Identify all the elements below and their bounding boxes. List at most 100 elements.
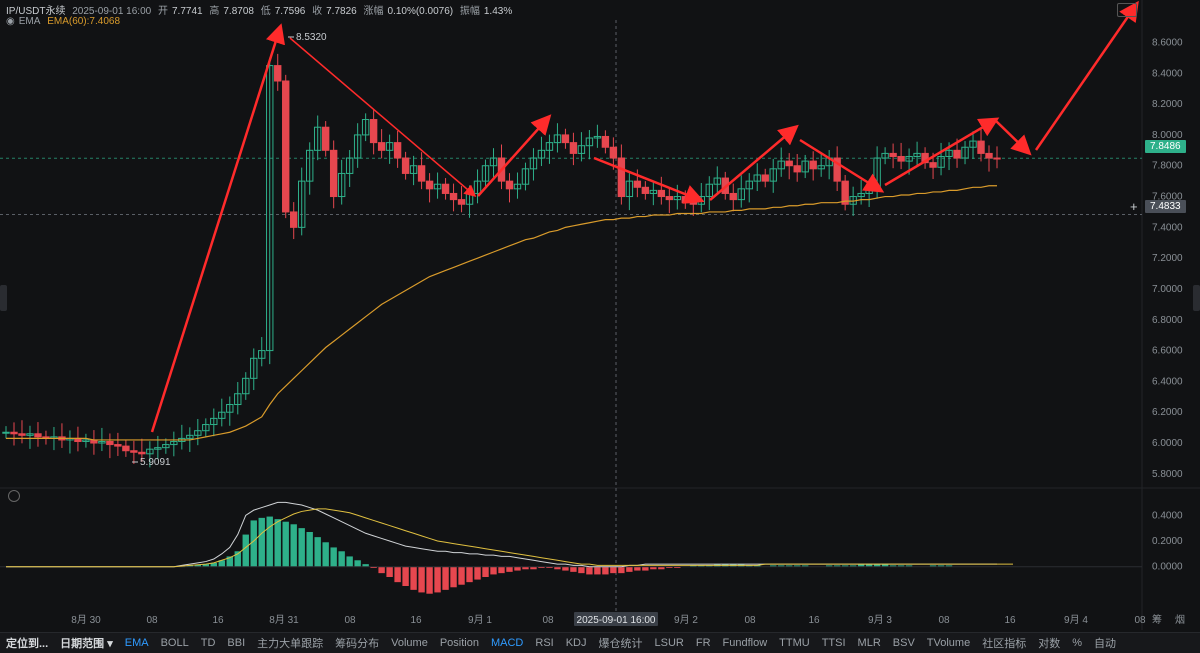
toolbar-item[interactable]: Fundflow	[722, 637, 768, 649]
candle-body	[417, 165, 426, 182]
macd-bar	[538, 566, 545, 568]
candle-body	[641, 186, 650, 194]
macd-bar	[674, 566, 681, 568]
candle-body	[673, 196, 682, 201]
candle-body	[106, 440, 114, 446]
candle-body	[961, 146, 969, 159]
macd-bar	[362, 564, 369, 567]
trend-arrow	[994, 119, 1032, 156]
candle-body	[601, 135, 610, 148]
toolbar-item[interactable]: Volume	[391, 637, 428, 649]
macd-bar	[426, 566, 433, 594]
y-tick-label: 8.2000	[1152, 99, 1183, 110]
candle-body	[793, 165, 801, 173]
candle-body	[146, 448, 154, 455]
macd-bar	[290, 524, 297, 567]
ema-line	[6, 185, 997, 441]
y-tick-label: 6.4000	[1152, 376, 1183, 387]
indicator-toolbar: 定位到... 日期范围 ▾ EMA BOLL TD BBI 主力大单跟踪 筹码分布 Volume…	[0, 632, 1200, 653]
toolbar-item[interactable]: TVolume	[926, 637, 971, 649]
left-collapse-icon[interactable]	[0, 285, 7, 311]
fullscreen-icon[interactable]	[1117, 3, 1137, 17]
macd-bar	[210, 562, 217, 567]
macd-bar	[794, 565, 801, 567]
toolbar-item[interactable]: 日期范围 ▾	[60, 638, 113, 650]
trend-arrow	[593, 156, 705, 204]
toolbar-item[interactable]: 对数	[1038, 638, 1061, 650]
toolbar-item[interactable]: FR	[695, 637, 711, 649]
candle-body	[905, 155, 913, 162]
trend-arrow	[884, 117, 1000, 187]
macd-bar	[546, 566, 553, 568]
toolbar-item[interactable]: 筹码分布	[335, 638, 380, 650]
candle-body	[130, 450, 138, 453]
toolbar-item[interactable]: BBI	[227, 637, 246, 649]
candle-body	[769, 168, 777, 182]
sub-settings-icon[interactable]	[8, 490, 20, 502]
candle-body	[114, 444, 122, 447]
trend-arrow	[799, 138, 885, 193]
toolbar-item[interactable]: 主力大单跟踪	[257, 638, 324, 650]
macd-bar	[402, 566, 409, 586]
chart-header: IP/USDT永续 2025-09-01 16:00 开 7.7741 高 7.87…	[6, 2, 516, 17]
toolbar-item[interactable]: EMA	[124, 637, 149, 649]
macd-bar	[754, 565, 761, 567]
right-collapse-icon[interactable]	[1193, 285, 1200, 311]
candle-body	[385, 142, 394, 151]
toolbar-item[interactable]: MLR	[857, 637, 881, 649]
candle-body	[889, 152, 897, 157]
toolbar-item[interactable]: MACD	[490, 637, 524, 649]
toolbar-item[interactable]: TD	[200, 637, 216, 649]
macd-bar	[865, 564, 873, 567]
toolbar-item[interactable]: TTSI	[821, 637, 846, 649]
toolbar-item[interactable]: 自动	[1094, 638, 1116, 650]
candle-body	[753, 174, 761, 182]
macd-bar	[889, 565, 897, 567]
toolbar-item[interactable]: LSUR	[654, 637, 684, 649]
candle-body	[274, 65, 282, 82]
eye-icon[interactable]: ◉	[6, 16, 15, 27]
toolbar-item[interactable]: RSI	[535, 637, 554, 649]
current-price-tag: 7.8486	[1145, 140, 1186, 153]
amplitude-value: 1.43%	[483, 6, 513, 17]
candle-body	[585, 137, 594, 147]
macd-bar	[442, 566, 449, 590]
macd-bar	[650, 566, 657, 570]
x-tick-label: 16	[212, 615, 224, 626]
y-tick-label: 7.4000	[1152, 222, 1183, 233]
macd-bar	[314, 537, 321, 567]
toolbar-item[interactable]: Position	[439, 637, 479, 649]
toolbar-item[interactable]: 社区指标	[982, 638, 1027, 650]
chart-area[interactable]: 8.6000 8.4000 8.2000 8.0000 7.8000 7.6000 7.40…	[0, 0, 1200, 630]
macd-bar	[602, 566, 609, 575]
candle-body	[609, 146, 618, 159]
toolbar-item[interactable]: KDJ	[565, 637, 587, 649]
toolbar-item[interactable]: 定位到...	[6, 638, 49, 650]
candle-body	[729, 192, 737, 201]
candle-body	[833, 157, 841, 182]
candle-body	[194, 430, 202, 436]
candle-body	[34, 433, 42, 438]
macd-bar	[881, 564, 889, 567]
candle-body	[777, 160, 785, 170]
candle-body	[761, 174, 769, 182]
candle-body	[313, 126, 322, 151]
candle-body	[266, 65, 274, 352]
macd-bar	[594, 566, 601, 575]
macd-bar	[378, 566, 385, 574]
candle-body	[18, 433, 26, 436]
x-tick-label: 16	[1004, 615, 1016, 626]
datetime-label: 2025-09-01 16:00	[72, 6, 152, 17]
macd-bar	[841, 565, 849, 567]
candle-body	[433, 183, 442, 190]
toolbar-item[interactable]: %	[1072, 637, 1082, 649]
macd-bar	[746, 565, 753, 567]
candle-body	[226, 404, 234, 413]
toolbar-item[interactable]: BSV	[892, 637, 915, 649]
x-tick-label: 08	[344, 615, 356, 626]
toolbar-item[interactable]: TTMU	[779, 637, 810, 649]
close-label: 收	[312, 6, 323, 17]
toolbar-item[interactable]: 爆仓统计	[598, 638, 643, 650]
toolbar-item[interactable]: BOLL	[160, 637, 189, 649]
add-alert-icon[interactable]: +	[1130, 199, 1138, 214]
